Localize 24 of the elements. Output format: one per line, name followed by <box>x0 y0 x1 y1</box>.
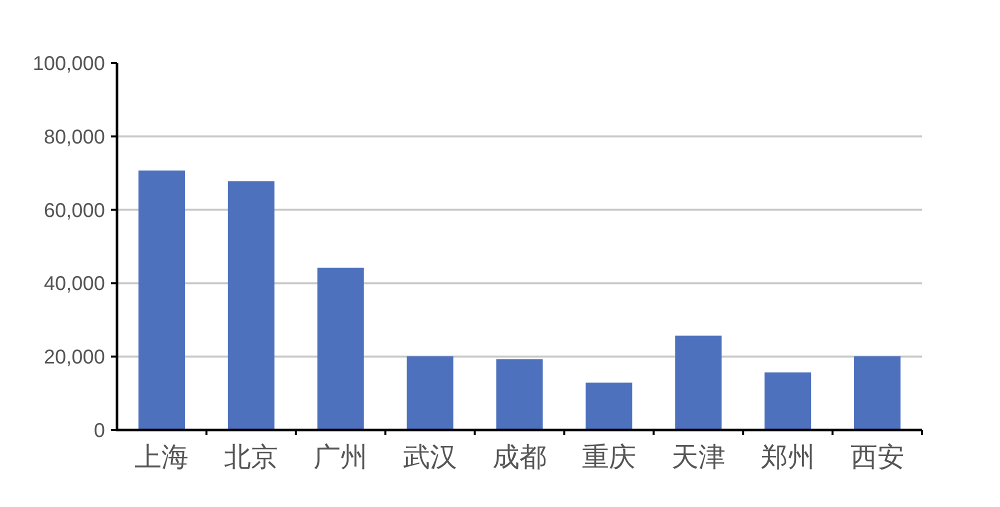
x-tick-label: 北京 <box>224 442 278 472</box>
x-tick-label: 上海 <box>134 442 189 472</box>
x-tick-label: 西安 <box>850 442 904 472</box>
bar <box>854 356 901 430</box>
x-tick-label: 武汉 <box>403 442 458 472</box>
y-tick-label: 60,000 <box>44 200 105 222</box>
bar <box>317 268 364 430</box>
bar <box>586 382 632 430</box>
bar <box>406 356 454 430</box>
y-tick-label: 40,000 <box>44 273 105 296</box>
x-tick-label: 郑州 <box>760 442 815 472</box>
bar <box>228 181 274 430</box>
bar <box>764 372 812 430</box>
x-tick-label: 成都 <box>492 442 546 472</box>
x-tick-label: 广州 <box>314 442 368 472</box>
y-tick-label: 0 <box>94 420 105 442</box>
bar <box>496 359 543 430</box>
x-tick-label: 重庆 <box>582 442 636 472</box>
y-tick-label: 20,000 <box>44 346 105 369</box>
bar <box>675 336 722 430</box>
y-tick-label: 100,000 <box>32 53 105 75</box>
x-tick-label: 天津 <box>671 442 726 472</box>
y-tick-label: 80,000 <box>44 126 105 148</box>
bar <box>138 170 185 430</box>
